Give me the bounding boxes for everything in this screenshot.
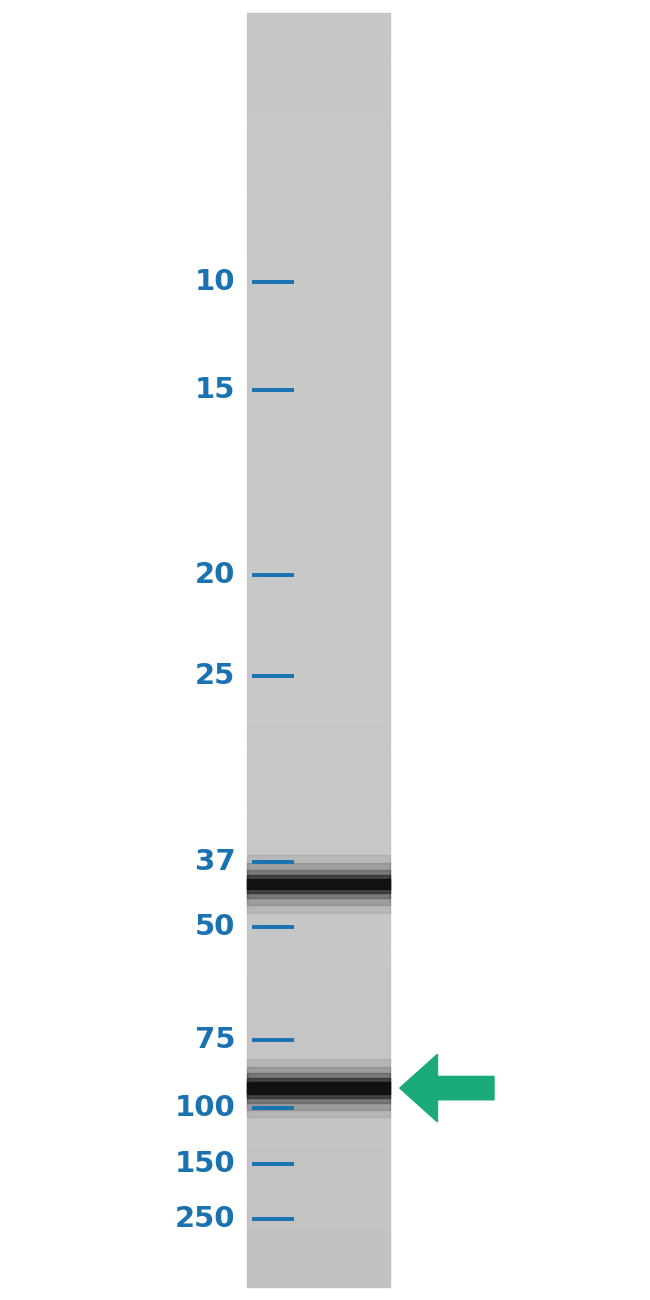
Text: 25: 25 <box>195 662 235 690</box>
Text: 150: 150 <box>175 1149 235 1178</box>
Text: 20: 20 <box>195 560 235 589</box>
Text: 15: 15 <box>195 376 235 404</box>
Text: 250: 250 <box>175 1205 235 1234</box>
FancyArrow shape <box>400 1054 494 1122</box>
Text: 50: 50 <box>195 913 235 941</box>
Text: 75: 75 <box>195 1026 235 1054</box>
Text: 37: 37 <box>194 848 235 876</box>
Text: 10: 10 <box>195 268 235 296</box>
Text: 100: 100 <box>175 1093 235 1122</box>
